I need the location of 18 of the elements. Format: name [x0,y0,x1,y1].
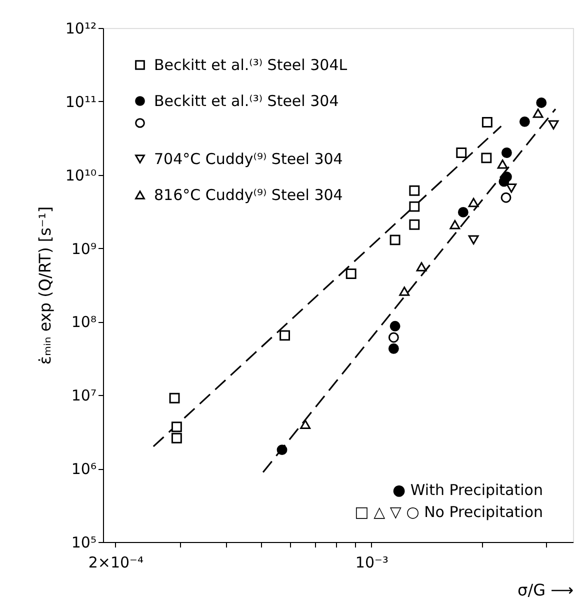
x-axis-title: σ/G ⟶ [518,580,574,600]
x-tick-label: 2×10⁻⁴ [88,554,144,572]
y-tick-label: 10⁷ [71,386,96,405]
y-tick-label: 10⁸ [71,313,96,332]
annotation: ● With Precipitation [392,481,543,499]
y-tick-label: 10¹¹ [65,92,96,111]
y-tick-label: 10⁵ [71,534,96,552]
y-tick-label: 10¹² [65,20,96,38]
x-tick-label: 10⁻³ [355,554,388,572]
y-tick-label: 10¹⁰ [65,166,96,184]
y-tick-label: 10⁶ [71,460,96,478]
legend-label: 704°C Cuddy⁽⁹⁾ Steel 304 [154,150,343,168]
annotation: □ △ ▽ ○ No Precipitation [354,503,543,521]
legend-label: 816°C Cuddy⁽⁹⁾ Steel 304 [154,186,343,204]
legend-label: Beckitt et al.⁽³⁾ Steel 304L [154,56,348,74]
y-axis-title: ε̇ₘᵢₙ exp (Q/RT) [s⁻¹] [35,206,54,365]
legend-label: Beckitt et al.⁽³⁾ Steel 304 [154,92,339,110]
y-tick-label: 10⁹ [71,240,96,258]
